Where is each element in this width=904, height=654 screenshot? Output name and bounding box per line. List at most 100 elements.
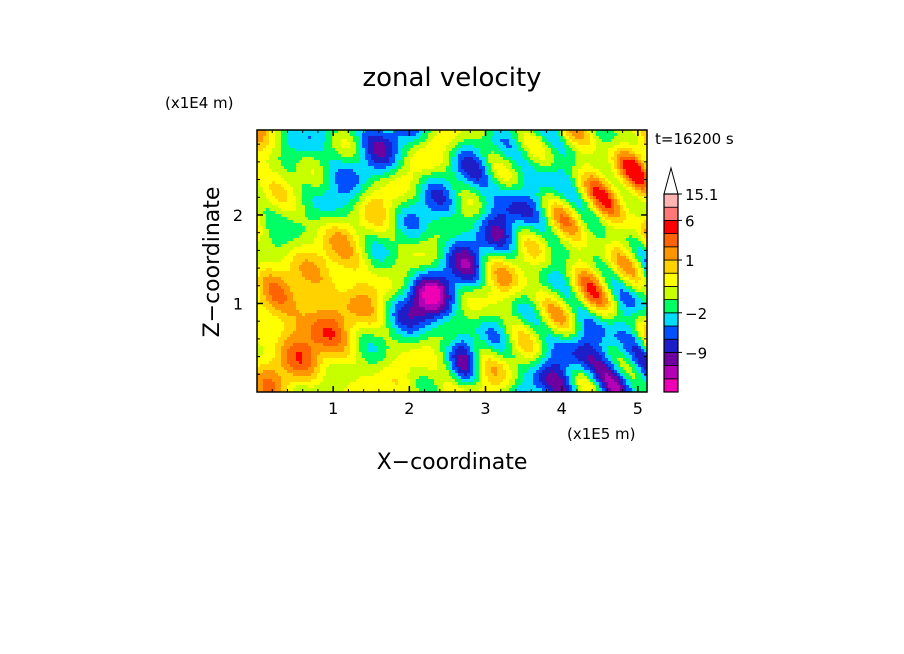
contour-cell [482, 163, 486, 167]
contour-cell [452, 190, 456, 194]
contour-cell [398, 196, 402, 200]
contour-cell [605, 160, 609, 164]
contour-cell [593, 202, 597, 206]
contour-cell [629, 169, 633, 173]
contour-cell [509, 235, 513, 239]
contour-cell [506, 145, 510, 149]
contour-cell [434, 169, 438, 173]
contour-cell [512, 139, 516, 143]
contour-cell [530, 235, 534, 239]
contour-cell [491, 145, 495, 149]
contour-cell [608, 187, 612, 191]
contour-cell [398, 244, 402, 248]
contour-cell [341, 154, 345, 158]
contour-cell [452, 217, 456, 221]
contour-cell [527, 205, 531, 209]
contour-cell [365, 199, 369, 203]
contour-cell [380, 169, 384, 173]
contour-cell [638, 199, 642, 203]
contour-cell [491, 211, 495, 215]
contour-cell [302, 133, 306, 137]
contour-cell [326, 181, 330, 185]
contour-cell [578, 178, 582, 182]
contour-cell [302, 241, 306, 245]
contour-cell [380, 181, 384, 185]
contour-cell [626, 235, 630, 239]
contour-cell [572, 163, 576, 167]
contour-cell [488, 157, 492, 161]
contour-cell [341, 139, 345, 143]
contour-cell [302, 187, 306, 191]
contour-cell [338, 157, 342, 161]
contour-cell [515, 148, 519, 152]
contour-cell [602, 160, 606, 164]
contour-cell [533, 199, 537, 203]
contour-cell [434, 133, 438, 137]
contour-cell [392, 211, 396, 215]
contour-cell [584, 178, 588, 182]
contour-cell [389, 244, 393, 248]
contour-cell [320, 214, 324, 218]
contour-cell [470, 169, 474, 173]
contour-cell [404, 220, 408, 224]
contour-cell [311, 214, 315, 218]
contour-cell [617, 163, 621, 167]
contour-cell [533, 157, 537, 161]
contour-cell [476, 148, 480, 152]
contour-cell [530, 214, 534, 218]
contour-cell [482, 217, 486, 221]
contour-cell [470, 178, 474, 182]
contour-cell [356, 232, 360, 236]
contour-cell [557, 154, 561, 158]
contour-cell [437, 178, 441, 182]
contour-cell [512, 142, 516, 146]
contour-cell [632, 142, 636, 146]
contour-cell [632, 214, 636, 218]
contour-cell [356, 166, 360, 170]
contour-cell [359, 202, 363, 206]
contour-cell [560, 202, 564, 206]
contour-cell [413, 157, 417, 161]
contour-cell [464, 139, 468, 143]
contour-cell [515, 217, 519, 221]
contour-cell [386, 223, 390, 227]
contour-cell [554, 148, 558, 152]
contour-cell [422, 145, 426, 149]
contour-cell [302, 154, 306, 158]
contour-cell [527, 220, 531, 224]
contour-cell [326, 169, 330, 173]
contour-cell [458, 178, 462, 182]
contour-cell [533, 151, 537, 155]
contour-cell [284, 181, 288, 185]
contour-cell [299, 136, 303, 140]
contour-cell [326, 178, 330, 182]
contour-cell [260, 193, 264, 197]
contour-cell [605, 196, 609, 200]
contour-cell [260, 217, 264, 221]
contour-cell [332, 235, 336, 239]
contour-cell [632, 199, 636, 203]
contour-cell [593, 160, 597, 164]
contour-cell [458, 232, 462, 236]
contour-cell [632, 160, 636, 164]
contour-cell [548, 220, 552, 224]
contour-cell [455, 202, 459, 206]
contour-cell [299, 151, 303, 155]
contour-cell [275, 169, 279, 173]
contour-cell [503, 154, 507, 158]
contour-cell [365, 184, 369, 188]
contour-cell [623, 136, 627, 140]
contour-cell [314, 238, 318, 242]
contour-cell [623, 235, 627, 239]
contour-cell [440, 151, 444, 155]
contour-cell [410, 190, 414, 194]
contour-cell [410, 142, 414, 146]
contour-cell [296, 223, 300, 227]
contour-cell [302, 184, 306, 188]
contour-cell [341, 130, 345, 134]
contour-cell [353, 133, 357, 137]
contour-cell [413, 226, 417, 230]
contour-cell [335, 181, 339, 185]
contour-cell [602, 241, 606, 245]
contour-cell [608, 193, 612, 197]
